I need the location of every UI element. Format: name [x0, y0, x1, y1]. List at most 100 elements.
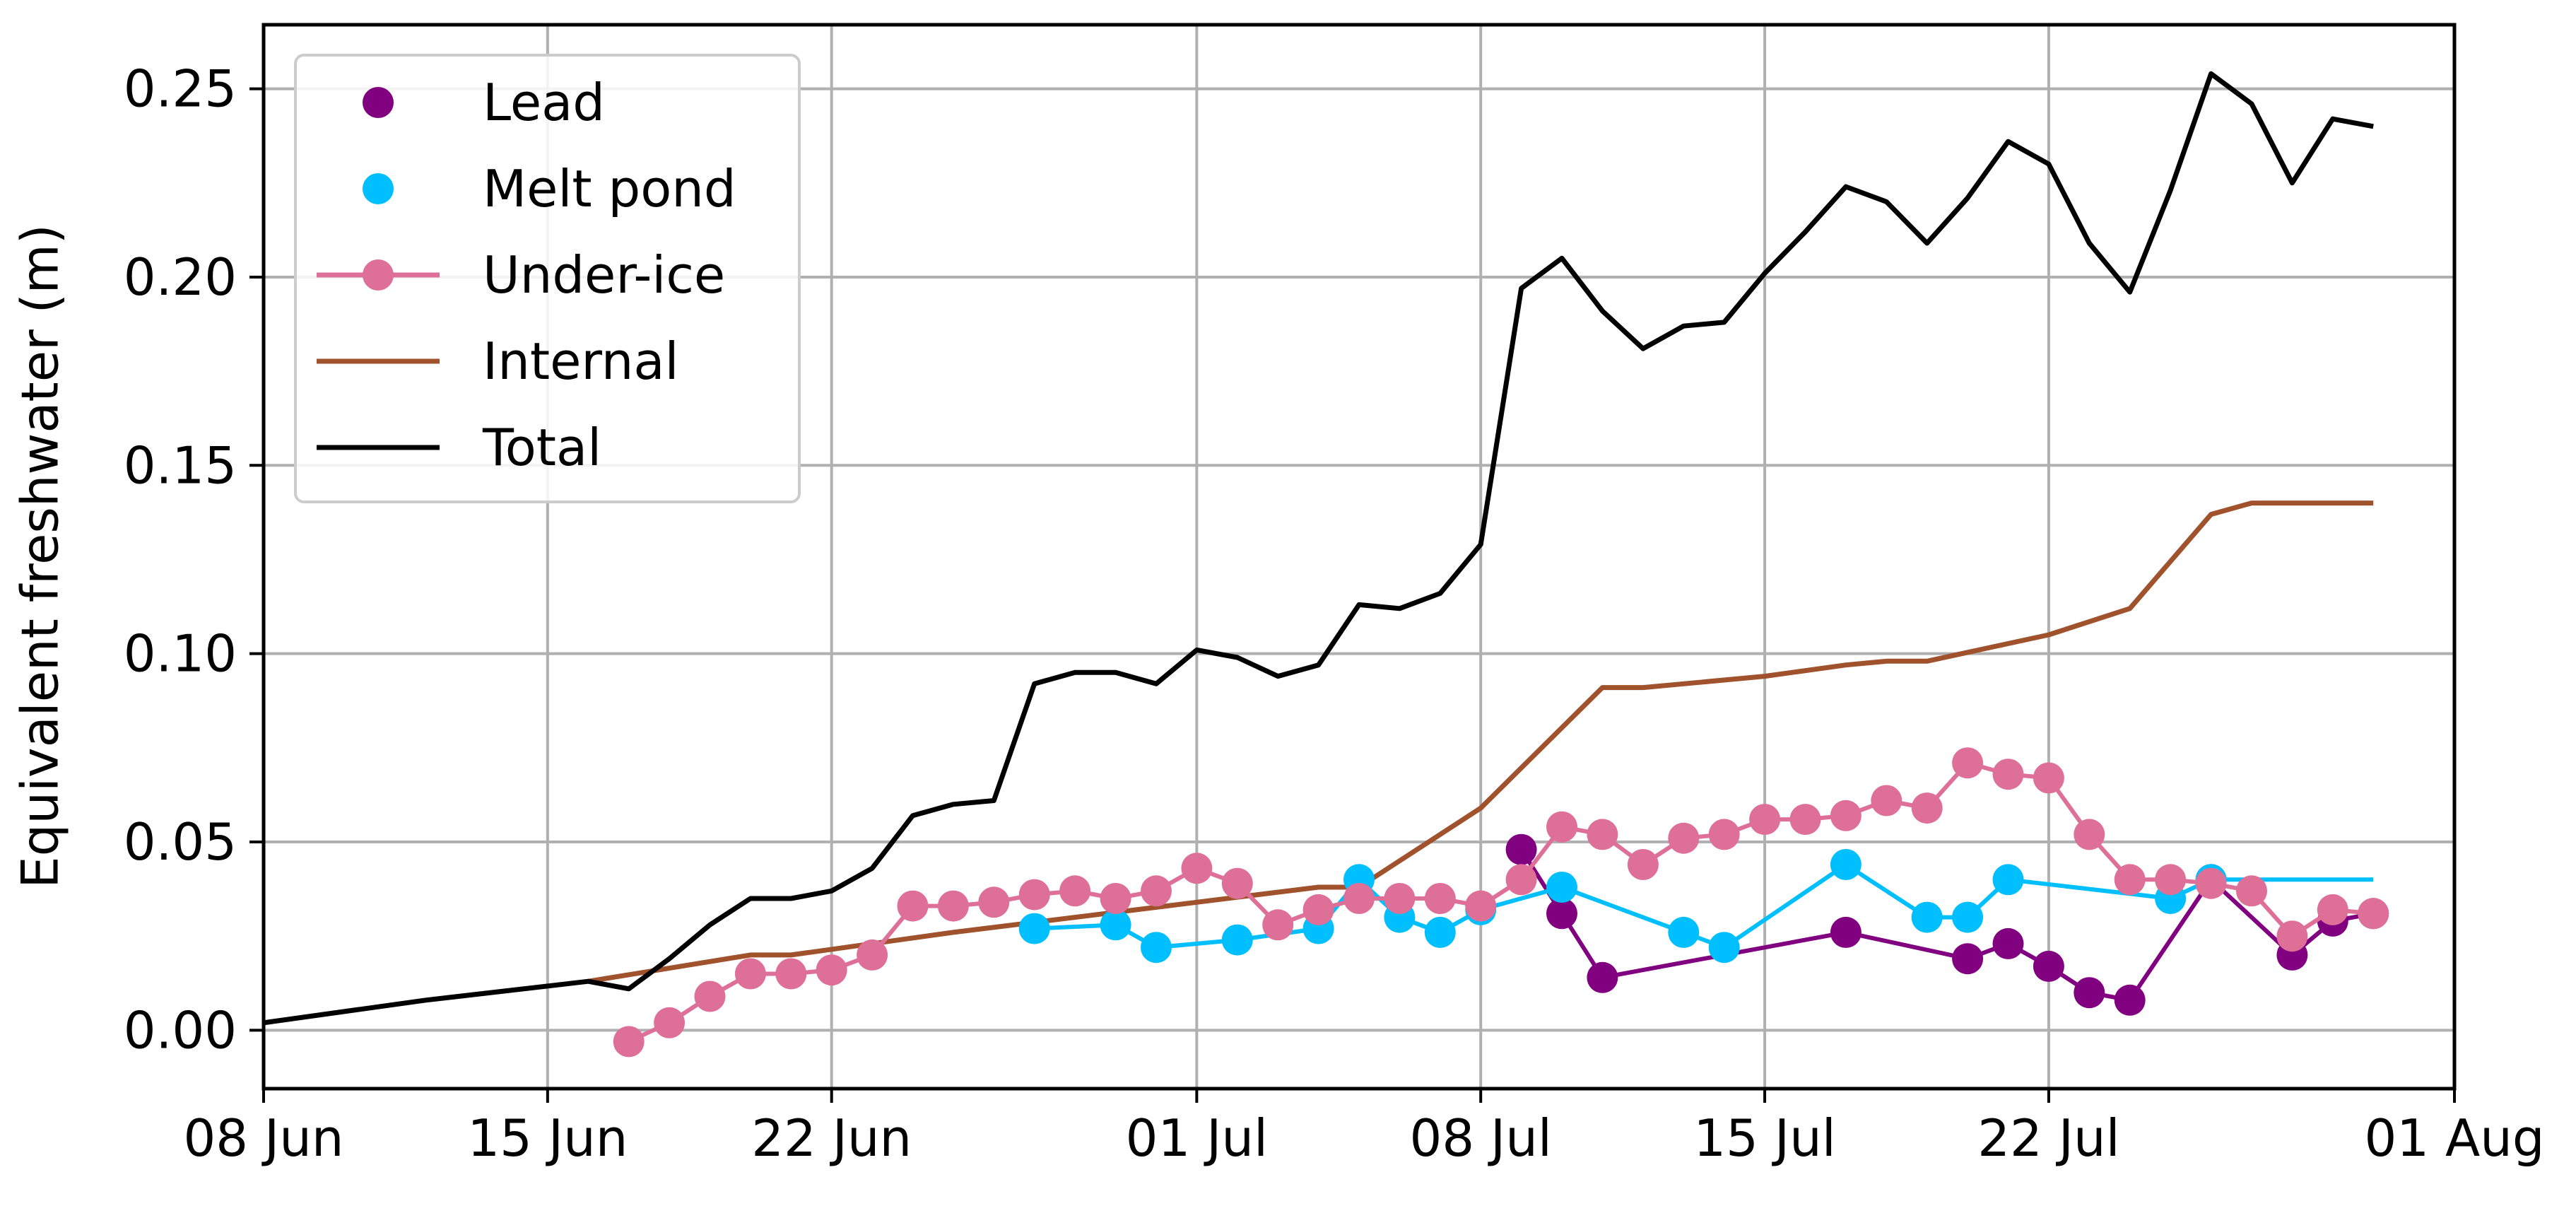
data-point-melt-pond: [1668, 916, 1700, 948]
data-point-under-ice: [1587, 819, 1618, 850]
data-point-melt-pond: [1952, 901, 1984, 933]
y-tick-label: 0.05: [124, 812, 237, 872]
data-point-under-ice: [775, 958, 807, 990]
legend-item-total: Total: [317, 418, 601, 477]
data-point-under-ice: [937, 890, 969, 922]
data-point-under-ice: [1871, 785, 1902, 816]
data-point-under-ice: [1181, 853, 1213, 884]
data-point-under-ice: [2074, 819, 2105, 850]
data-point-melt-pond: [1100, 909, 1131, 941]
data-point-melt-pond: [1546, 872, 1577, 903]
data-point-under-ice: [1992, 759, 2024, 790]
data-point-lead: [1952, 943, 1984, 975]
data-point-under-ice: [1059, 875, 1091, 907]
data-point-melt-pond: [1708, 932, 1740, 964]
y-tick-label: 0.25: [124, 59, 237, 119]
data-point-lead: [1587, 961, 1618, 993]
data-point-under-ice: [654, 1007, 686, 1038]
data-point-melt-pond: [1141, 932, 1172, 964]
data-point-under-ice: [1627, 849, 1659, 880]
legend-item-under-ice: Under-ice: [317, 245, 725, 305]
data-point-melt-pond: [1221, 924, 1253, 956]
y-tick-label: 0.20: [124, 247, 237, 307]
legend-marker-swatch: [363, 259, 394, 291]
x-tick-label: 08 Jun: [183, 1108, 343, 1168]
legend-marker-swatch: [363, 87, 394, 118]
data-point-under-ice: [2195, 867, 2227, 899]
data-point-under-ice: [1911, 792, 1943, 824]
data-point-under-ice: [1424, 883, 1456, 914]
data-point-under-ice: [1952, 747, 1984, 779]
data-point-under-ice: [1262, 909, 1294, 941]
data-point-under-ice: [613, 1026, 645, 1058]
data-point-under-ice: [1384, 883, 1416, 914]
data-point-under-ice: [1830, 800, 1862, 831]
data-point-under-ice: [1221, 867, 1253, 899]
x-tick-label: 15 Jul: [1693, 1108, 1835, 1168]
y-tick-label: 0.00: [124, 1000, 237, 1060]
data-point-under-ice: [2358, 898, 2389, 930]
data-point-under-ice: [816, 954, 847, 986]
legend-box: [294, 54, 801, 503]
data-point-lead: [1546, 898, 1577, 930]
data-point-under-ice: [1505, 864, 1537, 896]
y-tick-label: 0.15: [124, 435, 237, 495]
data-point-under-ice: [2155, 864, 2187, 896]
x-tick-label: 22 Jun: [751, 1108, 912, 1168]
data-point-melt-pond: [1911, 901, 1943, 933]
series-line-total: [263, 71, 2374, 1026]
data-point-lead: [2114, 984, 2146, 1016]
y-tick-label: 0.10: [124, 624, 237, 684]
data-point-lead: [2033, 950, 2064, 982]
data-point-under-ice: [1465, 890, 1497, 922]
data-point-under-ice: [2276, 920, 2308, 952]
legend-item-melt-pond: Melt pond: [363, 159, 736, 218]
data-point-melt-pond: [1992, 864, 2024, 896]
data-point-under-ice: [1018, 879, 1050, 911]
data-point-under-ice: [1302, 894, 1334, 925]
data-point-lead: [1505, 833, 1537, 865]
legend-marker-swatch: [363, 173, 394, 204]
data-point-under-ice: [1708, 819, 1740, 850]
x-tick-label: 08 Jul: [1410, 1108, 1552, 1168]
data-point-under-ice: [2033, 762, 2064, 794]
x-tick-label: 22 Jul: [1977, 1108, 2119, 1168]
x-tick-label: 01 Jul: [1126, 1108, 1268, 1168]
legend-item-internal: Internal: [317, 332, 679, 391]
data-point-under-ice: [857, 939, 888, 971]
data-point-under-ice: [978, 886, 1010, 918]
legend-label: Under-ice: [483, 245, 725, 305]
data-point-under-ice: [1749, 804, 1781, 836]
series-internal: [587, 500, 2374, 984]
legend: Lead Melt pond Under-ice Internal Total: [294, 54, 801, 503]
series-layer: [263, 71, 2389, 1058]
x-tick-label: 15 Jun: [467, 1108, 628, 1168]
data-point-under-ice: [1100, 883, 1131, 914]
data-point-under-ice: [1343, 883, 1375, 914]
data-point-lead: [1830, 916, 1862, 948]
series-line-internal: [587, 500, 2374, 984]
y-axis: 0.00 0.05 0.10 0.15 0.20 0.25: [124, 59, 264, 1060]
legend-item-lead: Lead: [363, 73, 605, 132]
data-point-melt-pond: [1424, 916, 1456, 948]
data-point-lead: [1992, 927, 2024, 959]
data-point-melt-pond: [1830, 849, 1862, 880]
data-point-under-ice: [1546, 811, 1577, 843]
data-point-under-ice: [734, 958, 766, 990]
x-tick-label: 01 Aug: [2364, 1108, 2544, 1168]
legend-label: Lead: [483, 73, 605, 132]
x-axis: 08 Jun 15 Jun 22 Jun 01 Jul 08 Jul 15 Jul 22 J…: [183, 1089, 2545, 1168]
series-under-ice: [613, 747, 2389, 1058]
data-point-under-ice: [2317, 894, 2348, 925]
data-point-under-ice: [1141, 875, 1172, 907]
data-point-under-ice: [1789, 804, 1821, 836]
data-point-melt-pond: [1018, 913, 1050, 944]
plot-frame: [261, 23, 2457, 1091]
legend-label: Internal: [483, 332, 679, 391]
series-total: [263, 71, 2374, 1026]
data-point-under-ice: [1668, 822, 1700, 854]
data-point-lead: [2074, 977, 2105, 1009]
y-axis-title: Equivalent freshwater (m): [11, 224, 70, 889]
data-point-under-ice: [694, 980, 726, 1012]
